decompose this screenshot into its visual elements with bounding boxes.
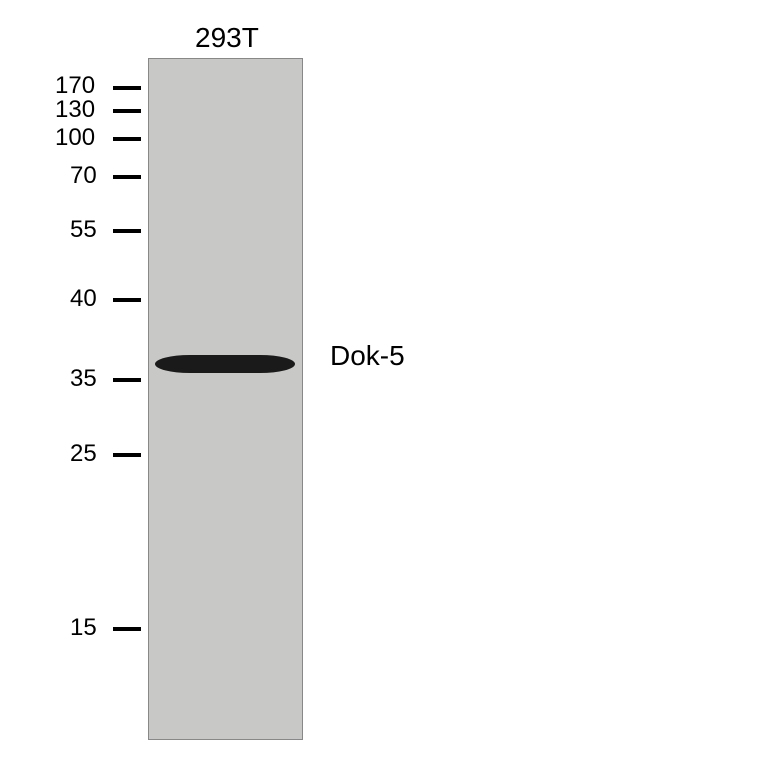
marker-label-130: 130 — [55, 96, 95, 124]
marker-tick-130 — [113, 109, 141, 113]
lane-header-label: 293T — [195, 22, 259, 54]
marker-label-70: 70 — [70, 162, 97, 190]
marker-label-55: 55 — [70, 216, 97, 244]
marker-tick-55 — [113, 229, 141, 233]
marker-tick-40 — [113, 298, 141, 302]
marker-tick-170 — [113, 86, 141, 90]
marker-label-40: 40 — [70, 285, 97, 313]
marker-tick-100 — [113, 137, 141, 141]
marker-label-25: 25 — [70, 440, 97, 468]
marker-label-100: 100 — [55, 124, 95, 152]
marker-tick-25 — [113, 453, 141, 457]
protein-band — [155, 355, 295, 373]
gel-lane — [148, 58, 303, 740]
protein-label: Dok-5 — [330, 340, 405, 372]
marker-tick-35 — [113, 378, 141, 382]
marker-tick-70 — [113, 175, 141, 179]
marker-tick-15 — [113, 627, 141, 631]
marker-label-15: 15 — [70, 614, 97, 642]
marker-label-35: 35 — [70, 365, 97, 393]
western-blot-container: 293T 170130100705540352515 Dok-5 — [0, 0, 764, 764]
